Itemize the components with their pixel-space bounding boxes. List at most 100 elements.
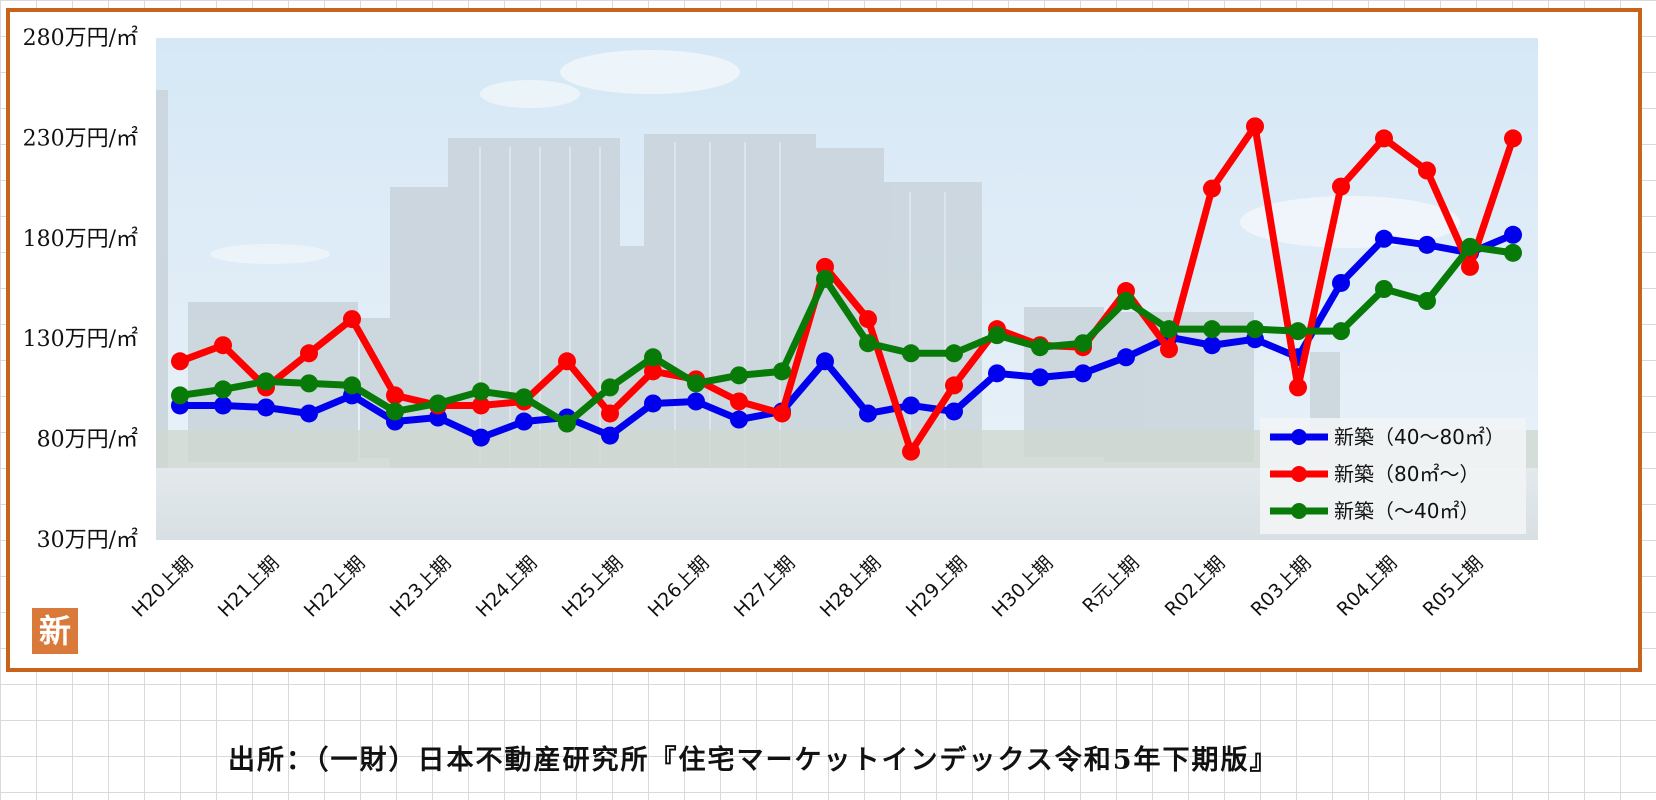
data-point bbox=[1246, 117, 1264, 136]
legend-swatch-marker bbox=[1291, 503, 1307, 519]
data-point bbox=[601, 404, 619, 423]
x-tick-label: H30上期 bbox=[988, 552, 1058, 622]
data-point bbox=[730, 366, 748, 385]
x-tick-label: H20上期 bbox=[128, 552, 198, 622]
data-point bbox=[300, 344, 318, 363]
data-point bbox=[558, 352, 576, 371]
data-point bbox=[386, 402, 404, 421]
data-point bbox=[859, 310, 877, 329]
data-point bbox=[1504, 243, 1522, 262]
data-point bbox=[1031, 338, 1049, 357]
data-point bbox=[1332, 273, 1350, 292]
data-point bbox=[1332, 177, 1350, 196]
data-point bbox=[171, 352, 189, 371]
y-tick-label: 30万円/㎡ bbox=[37, 527, 138, 553]
data-point bbox=[687, 392, 705, 411]
data-point bbox=[1031, 368, 1049, 387]
data-point bbox=[1504, 225, 1522, 244]
data-point bbox=[859, 404, 877, 423]
legend-label: 新築（80㎡～） bbox=[1334, 462, 1479, 486]
legend-label: 新築（40～80㎡） bbox=[1334, 425, 1505, 449]
data-point bbox=[1160, 320, 1178, 339]
x-axis: H20上期 H21上期 H22上期 H23上期 H24上期 H25上期 H26上期 H27上期… bbox=[128, 552, 1488, 622]
data-point bbox=[171, 386, 189, 405]
data-point bbox=[644, 394, 662, 413]
data-point bbox=[429, 394, 447, 413]
data-point bbox=[644, 348, 662, 367]
data-point bbox=[300, 374, 318, 393]
x-tick-label: H21上期 bbox=[214, 552, 284, 622]
data-point bbox=[1160, 340, 1178, 359]
x-tick-label: R元上期 bbox=[1078, 552, 1143, 617]
data-point bbox=[902, 442, 920, 461]
x-tick-label: H26上期 bbox=[644, 552, 714, 622]
data-point bbox=[902, 344, 920, 363]
data-point bbox=[214, 336, 232, 355]
data-point bbox=[1504, 129, 1522, 148]
x-tick-label: H29上期 bbox=[902, 552, 972, 622]
data-point bbox=[214, 396, 232, 415]
data-point bbox=[257, 372, 275, 391]
data-point bbox=[1418, 235, 1436, 254]
legend-swatch-marker bbox=[1291, 466, 1307, 482]
data-point bbox=[902, 396, 920, 415]
data-point bbox=[816, 269, 834, 288]
data-point bbox=[1375, 229, 1393, 248]
x-tick-label: H23上期 bbox=[386, 552, 456, 622]
x-tick-label: H27上期 bbox=[730, 552, 800, 622]
data-point bbox=[1332, 322, 1350, 341]
data-point bbox=[1461, 257, 1479, 276]
data-point bbox=[601, 378, 619, 397]
data-point bbox=[1203, 320, 1221, 339]
data-point bbox=[1418, 292, 1436, 311]
data-point bbox=[1117, 292, 1135, 311]
data-point bbox=[1289, 322, 1307, 341]
x-tick-label: R03上期 bbox=[1247, 552, 1316, 621]
x-tick-label: R05上期 bbox=[1419, 552, 1488, 621]
data-point bbox=[257, 398, 275, 417]
y-tick-label: 230万円/㎡ bbox=[23, 125, 138, 151]
data-point bbox=[1203, 179, 1221, 198]
legend-label: 新築（～40㎡） bbox=[1334, 499, 1479, 523]
data-point bbox=[1461, 237, 1479, 256]
data-point bbox=[1074, 364, 1092, 383]
data-point bbox=[472, 428, 490, 447]
data-point bbox=[730, 410, 748, 429]
x-tick-label: H25上期 bbox=[558, 552, 628, 622]
x-tick-label: H22上期 bbox=[300, 552, 370, 622]
series-2 bbox=[171, 237, 1522, 433]
data-point bbox=[343, 376, 361, 395]
data-point bbox=[1375, 280, 1393, 298]
y-tick-label: 130万円/㎡ bbox=[23, 326, 138, 352]
x-tick-label: H28上期 bbox=[816, 552, 886, 622]
data-point bbox=[988, 326, 1006, 345]
data-point bbox=[214, 380, 232, 399]
data-point bbox=[945, 376, 963, 395]
data-point bbox=[1289, 378, 1307, 397]
y-tick-label: 280万円/㎡ bbox=[23, 25, 138, 51]
data-point bbox=[773, 362, 791, 381]
chart-frame: 30万円/㎡ 80万円/㎡ 130万円/㎡ 180万円/㎡ 230万円/㎡ 280万円/㎡… bbox=[6, 8, 1642, 672]
data-point bbox=[1418, 161, 1436, 180]
series-0 bbox=[171, 225, 1522, 447]
source-note: 出所：（一財）日本不動産研究所『住宅マーケットインデックス令和5年下期版』 bbox=[228, 745, 1279, 776]
data-point bbox=[945, 402, 963, 421]
data-point bbox=[300, 404, 318, 423]
data-point bbox=[644, 362, 662, 381]
data-point bbox=[1117, 348, 1135, 367]
data-point bbox=[859, 334, 877, 353]
new-badge-icon: 新 bbox=[32, 608, 78, 654]
data-point bbox=[1375, 129, 1393, 148]
x-tick-label: R04上期 bbox=[1333, 552, 1402, 621]
data-point bbox=[472, 396, 490, 415]
data-point bbox=[515, 388, 533, 407]
data-point bbox=[601, 426, 619, 445]
data-point bbox=[945, 344, 963, 363]
data-point bbox=[773, 404, 791, 423]
data-point bbox=[343, 310, 361, 329]
data-point bbox=[386, 386, 404, 405]
series-layer bbox=[171, 117, 1522, 461]
data-point bbox=[730, 392, 748, 411]
data-point bbox=[687, 374, 705, 393]
y-tick-label: 180万円/㎡ bbox=[23, 226, 138, 252]
